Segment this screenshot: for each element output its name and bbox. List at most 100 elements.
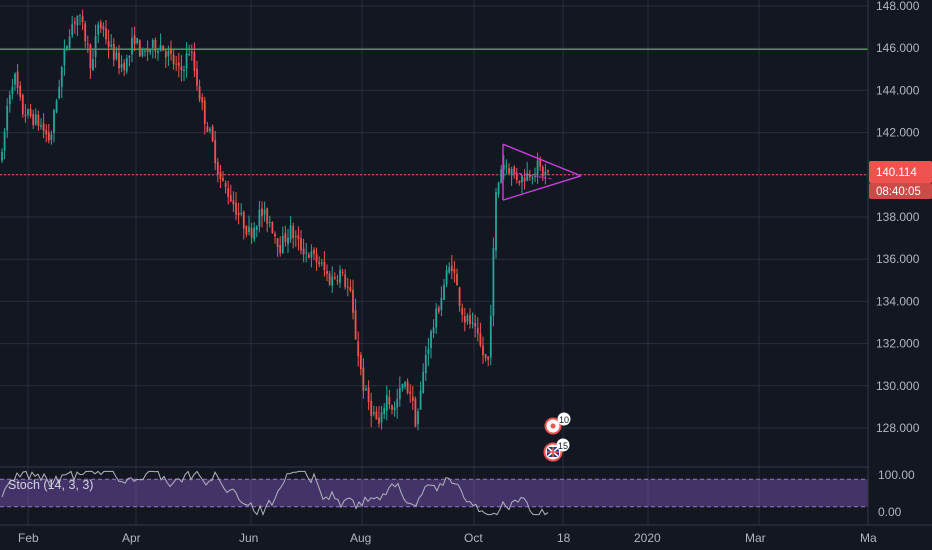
event-markers[interactable]: 10 15 (543, 412, 571, 462)
candle-body (16, 71, 19, 88)
candle-body (323, 261, 326, 271)
candle-body (1, 151, 3, 161)
candle-body (242, 211, 245, 229)
candle-body (185, 53, 188, 69)
candle-body (417, 411, 419, 425)
indicator-label[interactable]: Stoch (14, 3, 3) (8, 478, 93, 492)
candle-body (6, 106, 9, 131)
pattern-upper-line[interactable] (502, 143, 582, 177)
candle-body (203, 100, 206, 124)
candle-body (128, 55, 131, 58)
candle-body (164, 51, 167, 58)
candle-body (115, 52, 118, 59)
candle-body (144, 50, 146, 52)
candle-body (297, 235, 300, 240)
stoch-tick-label: 100.00 (878, 468, 915, 482)
candle-body (456, 273, 458, 286)
candle-body (440, 297, 443, 310)
price-axis[interactable]: 148.000146.000144.000142.000140.000138.0… (876, 0, 920, 435)
candle-body (448, 267, 451, 273)
candle-body (11, 86, 14, 95)
candle-body (380, 412, 383, 423)
candle-body (300, 238, 302, 251)
time-tick-label: 18 (557, 531, 571, 545)
candle-body (37, 114, 40, 127)
candle-body (167, 50, 170, 56)
candle-body (336, 280, 339, 282)
candle-body (318, 262, 321, 265)
candle-body (333, 277, 336, 279)
candle-body (411, 396, 414, 401)
time-tick-label: Aug (350, 531, 371, 545)
candle-body (141, 49, 144, 57)
candle-body (372, 412, 375, 414)
candle-body (227, 188, 230, 197)
candle-body (263, 209, 266, 215)
candle-body (183, 69, 185, 71)
candle-body (427, 348, 430, 355)
candle-body (255, 226, 258, 230)
candle-body (352, 289, 354, 313)
candle-body (339, 269, 341, 283)
candle-body (66, 45, 68, 49)
candle-body (266, 208, 269, 224)
candle-body (188, 54, 191, 56)
candle-body (209, 128, 211, 131)
price-tick-label: 132.000 (876, 337, 920, 351)
time-tick-label: Oct (464, 531, 483, 545)
triangle-pattern[interactable] (502, 143, 582, 201)
candle-body (505, 166, 508, 168)
candle-body (461, 307, 464, 315)
candle-body (123, 62, 126, 70)
price-tick-label: 142.000 (876, 126, 920, 140)
stoch-axis[interactable]: 100.00 0.00 (878, 468, 915, 519)
candle-body (193, 52, 196, 71)
candle-body (27, 109, 29, 116)
candle-body (450, 265, 453, 271)
candle-body (206, 126, 209, 132)
candle-body (391, 405, 393, 411)
candle-body (21, 95, 24, 115)
time-axis[interactable]: Feb Apr Jun Aug Oct 18 2020 Mar Ma (18, 531, 877, 545)
candle-body (92, 58, 94, 71)
candle-body (284, 233, 287, 242)
candle-body (315, 253, 318, 263)
candle-body (531, 177, 534, 179)
candle-body (268, 222, 271, 224)
candle-body (157, 51, 159, 54)
pattern-lower-line[interactable] (502, 175, 582, 201)
candle-body (99, 22, 102, 29)
candle-body (149, 49, 152, 53)
candle-body (435, 308, 438, 328)
price-tick-label: 136.000 (876, 252, 920, 266)
event-marker[interactable]: 15 (543, 438, 570, 462)
candle-body (180, 66, 183, 71)
candle-body (216, 162, 219, 175)
candle-body (430, 331, 432, 349)
candle-body (14, 73, 16, 85)
candle-body (289, 225, 292, 240)
time-tick-label: Mar (745, 531, 766, 545)
stoch-pane[interactable] (0, 470, 868, 516)
candle-body (105, 28, 107, 40)
event-dot (550, 423, 556, 429)
candle-body (198, 86, 201, 100)
candle-body (55, 100, 58, 113)
candle-body (328, 273, 331, 285)
candle-body (383, 408, 386, 415)
event-count: 10 (559, 415, 569, 425)
countdown-badge-bg (869, 183, 932, 199)
candle-body (196, 68, 198, 86)
candle-body (409, 391, 412, 394)
candle-body (313, 249, 315, 254)
candle-body (492, 248, 495, 316)
price-tick-label: 128.000 (876, 421, 920, 435)
event-marker[interactable]: 10 (544, 412, 571, 435)
price-pane[interactable] (0, 9, 868, 431)
candle-body (53, 110, 55, 133)
candle-body (367, 387, 370, 402)
candle-body (536, 160, 539, 176)
candle-body (326, 271, 328, 274)
candle-body (354, 310, 357, 340)
